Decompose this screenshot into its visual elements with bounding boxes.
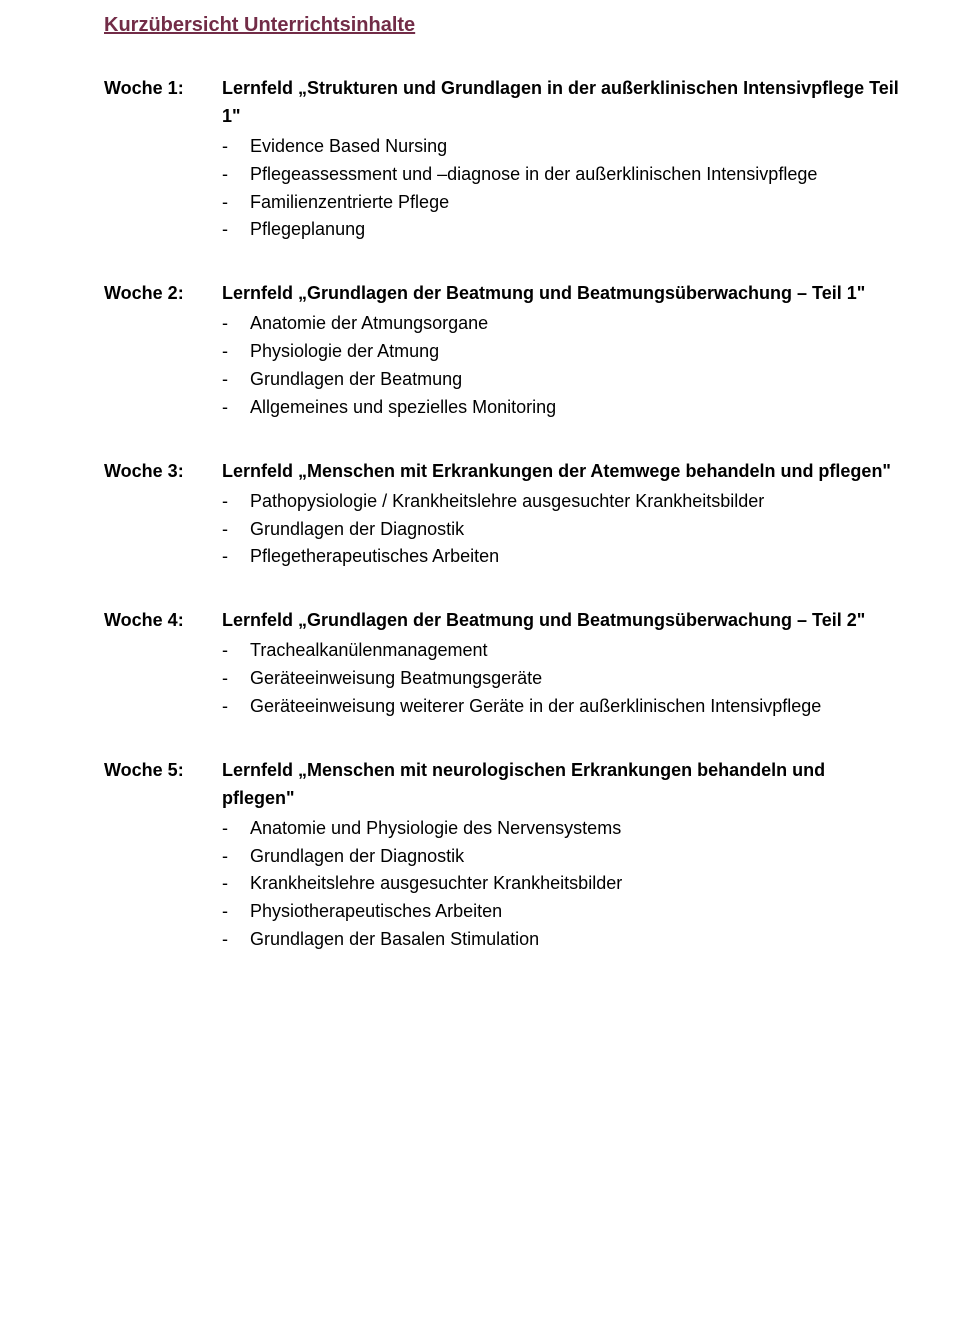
bullet-dash: -	[222, 926, 250, 954]
week-block: Woche 3: Lernfeld „Menschen mit Erkranku…	[104, 458, 900, 572]
list-item: -Grundlagen der Beatmung	[222, 366, 900, 394]
list-item-text: Trachealkanülenmanagement	[250, 637, 900, 665]
list-item-text: Grundlagen der Beatmung	[250, 366, 900, 394]
list-item-text: Evidence Based Nursing	[250, 133, 900, 161]
bullet-dash: -	[222, 843, 250, 871]
bullet-dash: -	[222, 133, 250, 161]
week-label: Woche 3:	[104, 458, 222, 486]
list-item: -Familienzentrierte Pflege	[222, 189, 900, 217]
list-item: -Anatomie und Physiologie des Nervensyst…	[222, 815, 900, 843]
bullet-dash: -	[222, 488, 250, 516]
week-label: Woche 5:	[104, 757, 222, 785]
list-item: -Geräteeinweisung Beatmungsgeräte	[222, 665, 900, 693]
page-title: Kurzübersicht Unterrichtsinhalte	[104, 14, 900, 37]
list-item-text: Anatomie und Physiologie des Nervensyste…	[250, 815, 900, 843]
list-item: -Geräteeinweisung weiterer Geräte in der…	[222, 693, 900, 721]
bullet-dash: -	[222, 516, 250, 544]
lernfeld-title: Lernfeld „Menschen mit Erkrankungen der …	[222, 458, 900, 486]
list-item-text: Grundlagen der Basalen Stimulation	[250, 926, 900, 954]
list-item: -Physiotherapeutisches Arbeiten	[222, 898, 900, 926]
list-item-text: Krankheitslehre ausgesuchter Krankheitsb…	[250, 870, 900, 898]
week-content: Lernfeld „Grundlagen der Beatmung und Be…	[222, 607, 900, 721]
week-content: Lernfeld „Menschen mit Erkrankungen der …	[222, 458, 900, 572]
lernfeld-title: Lernfeld „Strukturen und Grundlagen in d…	[222, 75, 900, 131]
list-item: -Pflegeplanung	[222, 216, 900, 244]
list-item-text: Anatomie der Atmungsorgane	[250, 310, 900, 338]
bullet-dash: -	[222, 189, 250, 217]
list-item: -Anatomie der Atmungsorgane	[222, 310, 900, 338]
document-page: Kurzübersicht Unterrichtsinhalte Woche 1…	[0, 0, 960, 1030]
list-item: -Grundlagen der Diagnostik	[222, 516, 900, 544]
list-item-text: Pflegeassessment und –diagnose in der au…	[250, 161, 900, 189]
item-list: -Anatomie und Physiologie des Nervensyst…	[222, 815, 900, 954]
week-label: Woche 2:	[104, 280, 222, 308]
list-item-text: Grundlagen der Diagnostik	[250, 843, 900, 871]
list-item-text: Geräteeinweisung Beatmungsgeräte	[250, 665, 900, 693]
bullet-dash: -	[222, 366, 250, 394]
bullet-dash: -	[222, 216, 250, 244]
list-item-text: Pflegetherapeutisches Arbeiten	[250, 543, 900, 571]
item-list: -Pathopysiologie / Krankheitslehre ausge…	[222, 488, 900, 572]
week-content: Lernfeld „Menschen mit neurologischen Er…	[222, 757, 900, 954]
lernfeld-title: Lernfeld „Grundlagen der Beatmung und Be…	[222, 280, 900, 308]
list-item: -Grundlagen der Basalen Stimulation	[222, 926, 900, 954]
bullet-dash: -	[222, 870, 250, 898]
list-item: -Physiologie der Atmung	[222, 338, 900, 366]
list-item-text: Familienzentrierte Pflege	[250, 189, 900, 217]
week-content: Lernfeld „Grundlagen der Beatmung und Be…	[222, 280, 900, 421]
bullet-dash: -	[222, 394, 250, 422]
list-item: -Allgemeines und spezielles Monitoring	[222, 394, 900, 422]
list-item-text: Pathopysiologie / Krankheitslehre ausges…	[250, 488, 900, 516]
week-block: Woche 4: Lernfeld „Grundlagen der Beatmu…	[104, 607, 900, 721]
bullet-dash: -	[222, 338, 250, 366]
item-list: -Anatomie der Atmungsorgane -Physiologie…	[222, 310, 900, 422]
week-block: Woche 2: Lernfeld „Grundlagen der Beatmu…	[104, 280, 900, 421]
list-item-text: Physiologie der Atmung	[250, 338, 900, 366]
list-item: -Pflegeassessment und –diagnose in der a…	[222, 161, 900, 189]
list-item-text: Physiotherapeutisches Arbeiten	[250, 898, 900, 926]
list-item-text: Pflegeplanung	[250, 216, 900, 244]
bullet-dash: -	[222, 161, 250, 189]
week-label: Woche 4:	[104, 607, 222, 635]
week-label: Woche 1:	[104, 75, 222, 103]
bullet-dash: -	[222, 637, 250, 665]
list-item: -Krankheitslehre ausgesuchter Krankheits…	[222, 870, 900, 898]
list-item: -Pflegetherapeutisches Arbeiten	[222, 543, 900, 571]
list-item: -Pathopysiologie / Krankheitslehre ausge…	[222, 488, 900, 516]
bullet-dash: -	[222, 543, 250, 571]
week-block: Woche 5: Lernfeld „Menschen mit neurolog…	[104, 757, 900, 954]
week-content: Lernfeld „Strukturen und Grundlagen in d…	[222, 75, 900, 244]
list-item: -Trachealkanülenmanagement	[222, 637, 900, 665]
lernfeld-title: Lernfeld „Menschen mit neurologischen Er…	[222, 757, 900, 813]
bullet-dash: -	[222, 310, 250, 338]
lernfeld-title: Lernfeld „Grundlagen der Beatmung und Be…	[222, 607, 900, 635]
bullet-dash: -	[222, 815, 250, 843]
item-list: -Evidence Based Nursing -Pflegeassessmen…	[222, 133, 900, 245]
list-item: -Grundlagen der Diagnostik	[222, 843, 900, 871]
bullet-dash: -	[222, 898, 250, 926]
item-list: -Trachealkanülenmanagement -Geräteeinwei…	[222, 637, 900, 721]
list-item-text: Geräteeinweisung weiterer Geräte in der …	[250, 693, 900, 721]
list-item-text: Grundlagen der Diagnostik	[250, 516, 900, 544]
list-item: -Evidence Based Nursing	[222, 133, 900, 161]
week-block: Woche 1: Lernfeld „Strukturen und Grundl…	[104, 75, 900, 244]
bullet-dash: -	[222, 693, 250, 721]
bullet-dash: -	[222, 665, 250, 693]
list-item-text: Allgemeines und spezielles Monitoring	[250, 394, 900, 422]
